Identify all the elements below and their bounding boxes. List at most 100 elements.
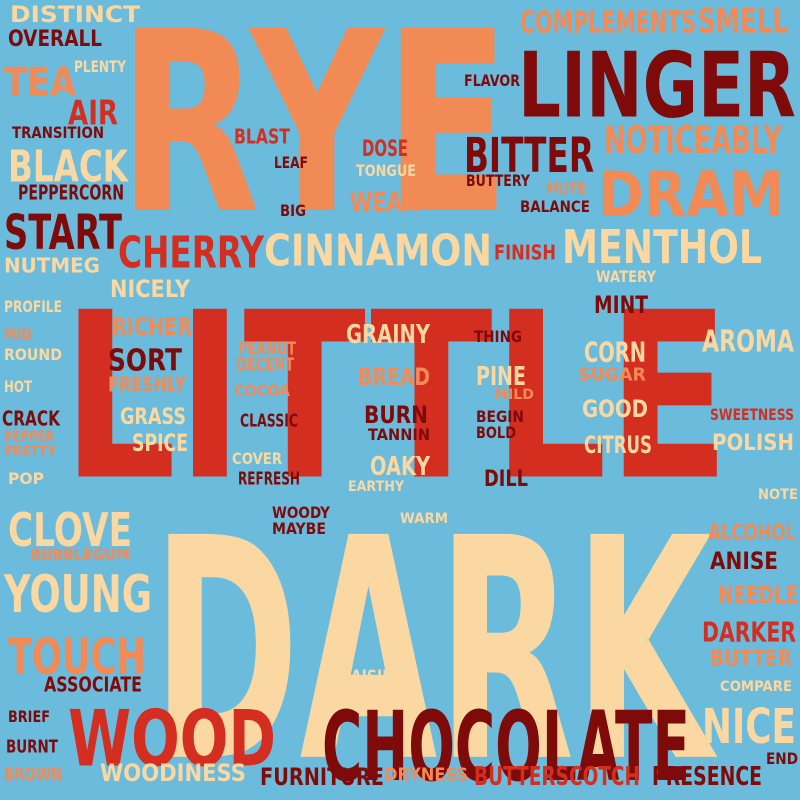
word: SPICE <box>132 429 188 458</box>
word: PRETTY <box>4 442 56 460</box>
word: BLAST <box>234 125 290 150</box>
word: MID <box>4 326 32 345</box>
word: HOT <box>4 378 32 397</box>
word: START <box>4 205 122 262</box>
word: TOUCH <box>8 627 146 687</box>
word: BROWN <box>4 763 62 785</box>
word: OVERALL <box>8 25 102 52</box>
word: MAYBE <box>272 520 326 539</box>
word: BUTTER <box>710 645 792 672</box>
word: LINGER <box>518 34 796 139</box>
word: PINE <box>476 360 526 392</box>
word: PEPPERCORN <box>18 181 124 206</box>
word: NICE <box>702 699 796 756</box>
word: DOSE <box>362 135 408 162</box>
word: PRESENCE <box>652 760 762 792</box>
word: NEEDLE <box>718 581 798 610</box>
word: AROMA <box>702 324 794 360</box>
word: TANNIN <box>368 426 430 445</box>
word: DISTINCT <box>10 1 140 28</box>
word: COCOA <box>234 382 290 401</box>
word: FLAVOR <box>464 72 520 91</box>
word: BRIEF <box>8 708 50 727</box>
word: NICELY <box>110 275 190 304</box>
word: WEAK <box>350 185 418 218</box>
word: PEPPER <box>4 427 54 445</box>
word: COMPARE <box>720 677 792 695</box>
word: LITTLE <box>62 263 730 531</box>
word: DECENT <box>236 353 294 375</box>
word: TEA <box>4 60 76 107</box>
word: BUTTERSCOTCH <box>474 760 640 792</box>
word: DARK <box>152 472 712 800</box>
word: MUTE <box>546 180 586 199</box>
word: FINISH <box>494 241 556 266</box>
word: WOOD <box>68 693 276 785</box>
word: CRACK <box>2 407 60 432</box>
word: BIG <box>280 202 306 221</box>
word: BITTER <box>464 128 594 185</box>
word: RYE <box>118 0 510 271</box>
word: OAKY <box>370 450 430 482</box>
word: DARKER <box>702 615 796 648</box>
word: GOOD <box>582 395 648 424</box>
word: SUGAR <box>578 363 646 385</box>
word: SMELL <box>698 2 788 42</box>
word: NOTICEABLY <box>604 118 782 164</box>
word: TONGUE <box>356 162 416 181</box>
word: RAISIN <box>340 665 394 687</box>
word: POLISH <box>712 429 794 456</box>
word: CITRUS <box>584 431 652 460</box>
word: EARTHY <box>348 477 404 495</box>
word: DRAM <box>598 159 784 232</box>
word: PEANUT <box>238 337 296 359</box>
word: BLACK <box>8 141 128 193</box>
word: CORN <box>584 335 646 368</box>
word: LEAF <box>274 154 308 173</box>
word: BOLD <box>476 424 516 443</box>
word: YOUNG <box>4 565 152 626</box>
word: NOTE <box>758 485 798 503</box>
word: BUTTERY <box>466 172 530 191</box>
word: GRAINY <box>346 318 430 350</box>
word: PLENTY <box>74 58 126 77</box>
word: WARM <box>400 509 448 527</box>
word: PROFILE <box>4 298 62 317</box>
word: POP <box>8 470 44 489</box>
word: MINT <box>594 291 648 320</box>
word: FRESHLY <box>108 373 186 398</box>
word: SORT <box>108 343 182 379</box>
word: CHERRY <box>118 227 264 279</box>
word: CLOVE <box>8 503 132 557</box>
word: FURNITURE <box>260 763 384 792</box>
word: GRASS <box>120 403 186 430</box>
word: AIR <box>68 94 118 134</box>
word: COMPLEMENTS <box>520 5 696 41</box>
word: TRANSITION <box>12 124 104 143</box>
word: NUTMEG <box>4 254 100 279</box>
word: SWEETNESS <box>710 406 794 425</box>
word: THING <box>474 328 522 347</box>
word: WATERY <box>596 268 656 287</box>
word: END <box>766 750 798 769</box>
word: BREAD <box>358 363 430 392</box>
word: BEGIN <box>476 408 524 427</box>
word: DILL <box>484 465 528 492</box>
word: BALANCE <box>520 198 590 217</box>
word: REFRESH <box>238 467 300 489</box>
word: CLASSIC <box>240 409 298 431</box>
word: RICHER <box>112 313 192 342</box>
word: ANISE <box>710 547 778 576</box>
word: ASSOCIATE <box>44 673 142 698</box>
word: CINNAMON <box>264 225 492 277</box>
word: MILD <box>494 385 534 403</box>
word: COVER <box>232 450 282 469</box>
word: WOODINESS <box>100 759 246 788</box>
word: ALCOHOL <box>708 519 796 546</box>
word: WOODY <box>272 504 330 523</box>
word: BURNT <box>6 735 58 757</box>
word: CHOCOLATE <box>322 692 690 800</box>
word: BURN <box>364 401 428 430</box>
word: ROUND <box>4 346 62 365</box>
